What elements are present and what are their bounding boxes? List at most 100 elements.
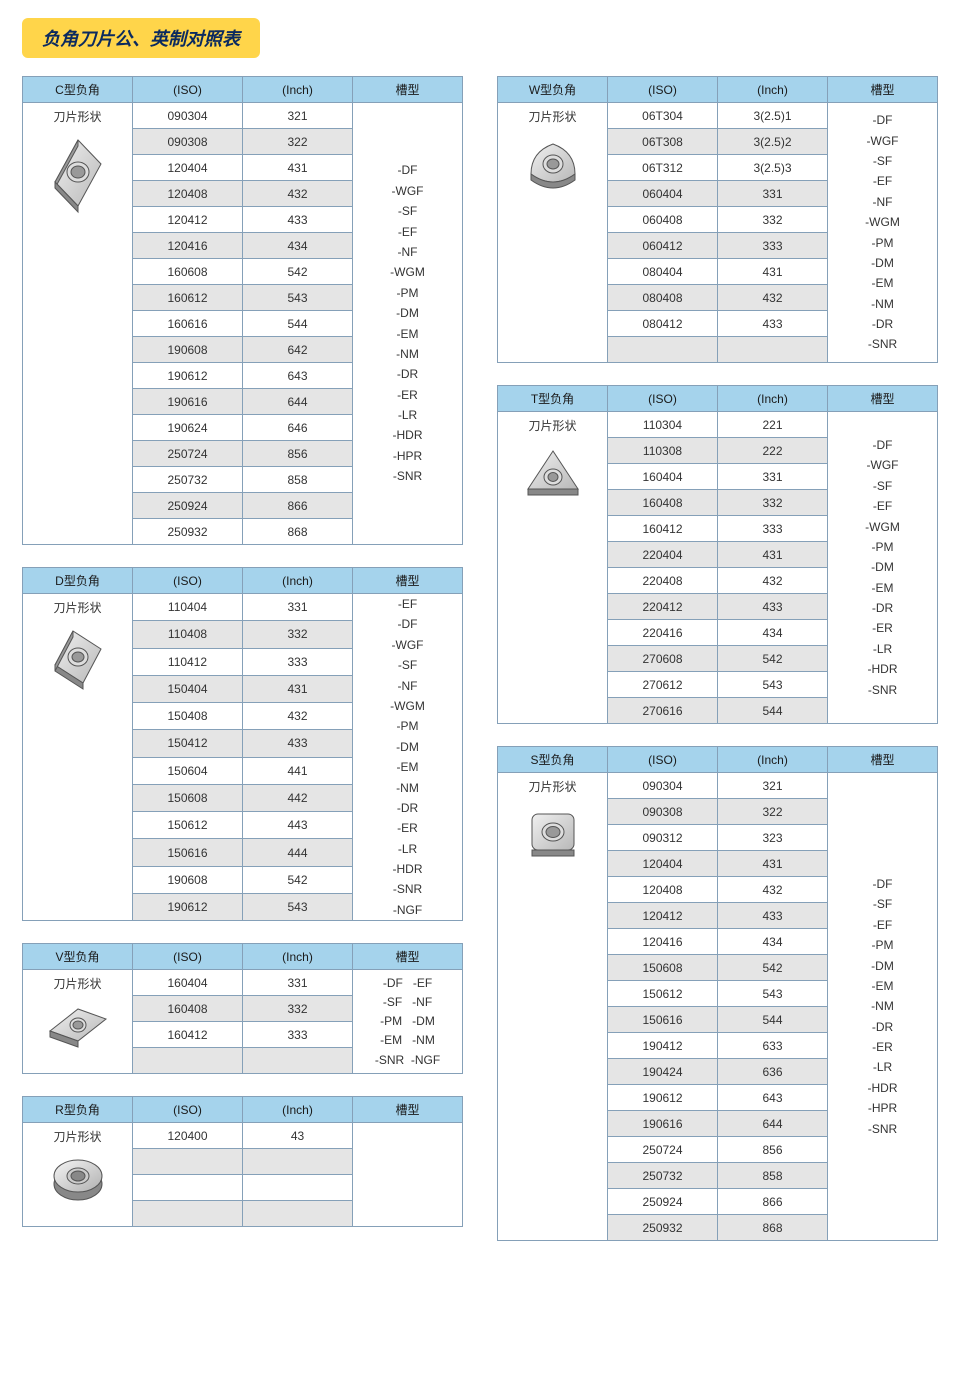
right-column: W型负角(ISO)(Inch)槽型刀片形状06T3043(2.5)1-DF-WG… xyxy=(497,76,938,1241)
conversion-table: C型负角(ISO)(Inch)槽型刀片形状090304321-DF-WGF-SF… xyxy=(22,76,463,545)
left-column: C型负角(ISO)(Inch)槽型刀片形状090304321-DF-WGF-SF… xyxy=(22,76,463,1227)
iso-value: 160608 xyxy=(133,259,243,285)
iso-value: 090308 xyxy=(133,129,243,155)
iso-value: 120404 xyxy=(608,851,718,877)
conversion-table: D型负角(ISO)(Inch)槽型刀片形状110404331-EF-DF-WGF… xyxy=(22,567,463,921)
type-list: -DF -EF -SF -NF -PM -DM -EM -NM -SNR -NG… xyxy=(353,974,462,1070)
col-name: W型负角 xyxy=(498,77,608,103)
inch-value: 43 xyxy=(243,1123,353,1149)
iso-value xyxy=(133,1149,243,1175)
iso-value: 190412 xyxy=(608,1033,718,1059)
inch-value: 332 xyxy=(243,621,353,648)
inch-value: 444 xyxy=(243,839,353,866)
iso-value: 150608 xyxy=(608,955,718,981)
shape-label: 刀片形状 xyxy=(23,600,132,617)
iso-value: 190624 xyxy=(133,415,243,441)
iso-value: 220412 xyxy=(608,594,718,620)
table-t-wrap: T型负角(ISO)(Inch)槽型刀片形状110304221-DF-WGF-SF… xyxy=(497,385,938,724)
conversion-table: W型负角(ISO)(Inch)槽型刀片形状06T3043(2.5)1-DF-WG… xyxy=(497,76,938,363)
inch-value: 866 xyxy=(243,493,353,519)
inch-value: 432 xyxy=(718,568,828,594)
inch-value: 331 xyxy=(243,970,353,996)
inch-value: 321 xyxy=(718,773,828,799)
inch-value: 544 xyxy=(718,1007,828,1033)
iso-value: 190616 xyxy=(608,1111,718,1137)
inch-value: 322 xyxy=(243,129,353,155)
inch-value: 3(2.5)3 xyxy=(718,155,828,181)
col-inch: (Inch) xyxy=(243,944,353,970)
type-cell: -DF-SF-EF-PM-DM-EM-NM-DR-ER-LR-HDR-HPR-S… xyxy=(828,773,938,1241)
inch-value: 221 xyxy=(718,412,828,438)
iso-value: 120416 xyxy=(133,233,243,259)
col-iso: (ISO) xyxy=(608,77,718,103)
iso-value: 080408 xyxy=(608,285,718,311)
inch-value: 543 xyxy=(718,981,828,1007)
shape-label: 刀片形状 xyxy=(498,109,607,126)
inch-value: 333 xyxy=(718,516,828,542)
inch-value: 332 xyxy=(718,490,828,516)
inch-value: 542 xyxy=(243,259,353,285)
shape-cell: 刀片形状 xyxy=(498,412,608,724)
inch-value: 858 xyxy=(243,467,353,493)
iso-value: 150616 xyxy=(608,1007,718,1033)
col-type: 槽型 xyxy=(828,386,938,412)
iso-value: 160408 xyxy=(608,490,718,516)
insert-s-icon xyxy=(498,804,607,864)
type-cell xyxy=(353,1123,463,1227)
insert-v-icon xyxy=(23,1001,132,1051)
type-cell: -DF -EF -SF -NF -PM -DM -EM -NM -SNR -NG… xyxy=(353,970,463,1074)
inch-value: 443 xyxy=(243,812,353,839)
conversion-table: V型负角(ISO)(Inch)槽型刀片形状160404331-DF -EF -S… xyxy=(22,943,463,1074)
iso-value: 190424 xyxy=(608,1059,718,1085)
col-inch: (Inch) xyxy=(243,77,353,103)
insert-w-icon xyxy=(498,134,607,200)
table-c-wrap: C型负角(ISO)(Inch)槽型刀片形状090304321-DF-WGF-SF… xyxy=(22,76,463,545)
inch-value: 433 xyxy=(718,903,828,929)
inch-value: 434 xyxy=(718,929,828,955)
type-list: -DF-WGF-SF-EF-NF-WGM-PM-DM-EM-NM-DR-ER-L… xyxy=(353,160,462,486)
col-name: C型负角 xyxy=(23,77,133,103)
iso-value: 160412 xyxy=(608,516,718,542)
col-name: R型负角 xyxy=(23,1097,133,1123)
col-inch: (Inch) xyxy=(243,568,353,594)
inch-value: 331 xyxy=(718,181,828,207)
col-iso: (ISO) xyxy=(608,747,718,773)
iso-value: 110408 xyxy=(133,621,243,648)
type-cell: -DF-WGF-SF-EF-NF-WGM-PM-DM-EM-NM-DR-ER-L… xyxy=(353,103,463,545)
iso-value: 250932 xyxy=(133,519,243,545)
iso-value: 060412 xyxy=(608,233,718,259)
iso-value: 090308 xyxy=(608,799,718,825)
insert-t-icon xyxy=(498,443,607,505)
col-inch: (Inch) xyxy=(718,747,828,773)
iso-value: 190616 xyxy=(133,389,243,415)
inch-value: 331 xyxy=(243,594,353,621)
iso-value: 120408 xyxy=(133,181,243,207)
iso-value: 150604 xyxy=(133,757,243,784)
inch-value: 544 xyxy=(718,698,828,724)
table-v-wrap: V型负角(ISO)(Inch)槽型刀片形状160404331-DF -EF -S… xyxy=(22,943,463,1074)
iso-value: 160408 xyxy=(133,996,243,1022)
inch-value: 3(2.5)2 xyxy=(718,129,828,155)
col-type: 槽型 xyxy=(353,77,463,103)
iso-value xyxy=(133,1201,243,1227)
inch-value: 432 xyxy=(718,877,828,903)
inch-value: 868 xyxy=(243,519,353,545)
iso-value: 150608 xyxy=(133,784,243,811)
inch-value: 643 xyxy=(243,363,353,389)
shape-label: 刀片形状 xyxy=(23,976,132,993)
inch-value: 321 xyxy=(243,103,353,129)
inch-value: 633 xyxy=(718,1033,828,1059)
iso-value: 150616 xyxy=(133,839,243,866)
iso-value: 160612 xyxy=(133,285,243,311)
shape-label: 刀片形状 xyxy=(498,779,607,796)
table-s-wrap: S型负角(ISO)(Inch)槽型刀片形状090304321-DF-SF-EF-… xyxy=(497,746,938,1241)
shape-cell: 刀片形状 xyxy=(23,594,133,921)
inch-value: 543 xyxy=(718,672,828,698)
col-type: 槽型 xyxy=(353,568,463,594)
inch-value: 636 xyxy=(718,1059,828,1085)
inch-value: 544 xyxy=(243,311,353,337)
col-type: 槽型 xyxy=(828,747,938,773)
iso-value: 06T304 xyxy=(608,103,718,129)
iso-value: 090312 xyxy=(608,825,718,851)
iso-value: 160404 xyxy=(133,970,243,996)
